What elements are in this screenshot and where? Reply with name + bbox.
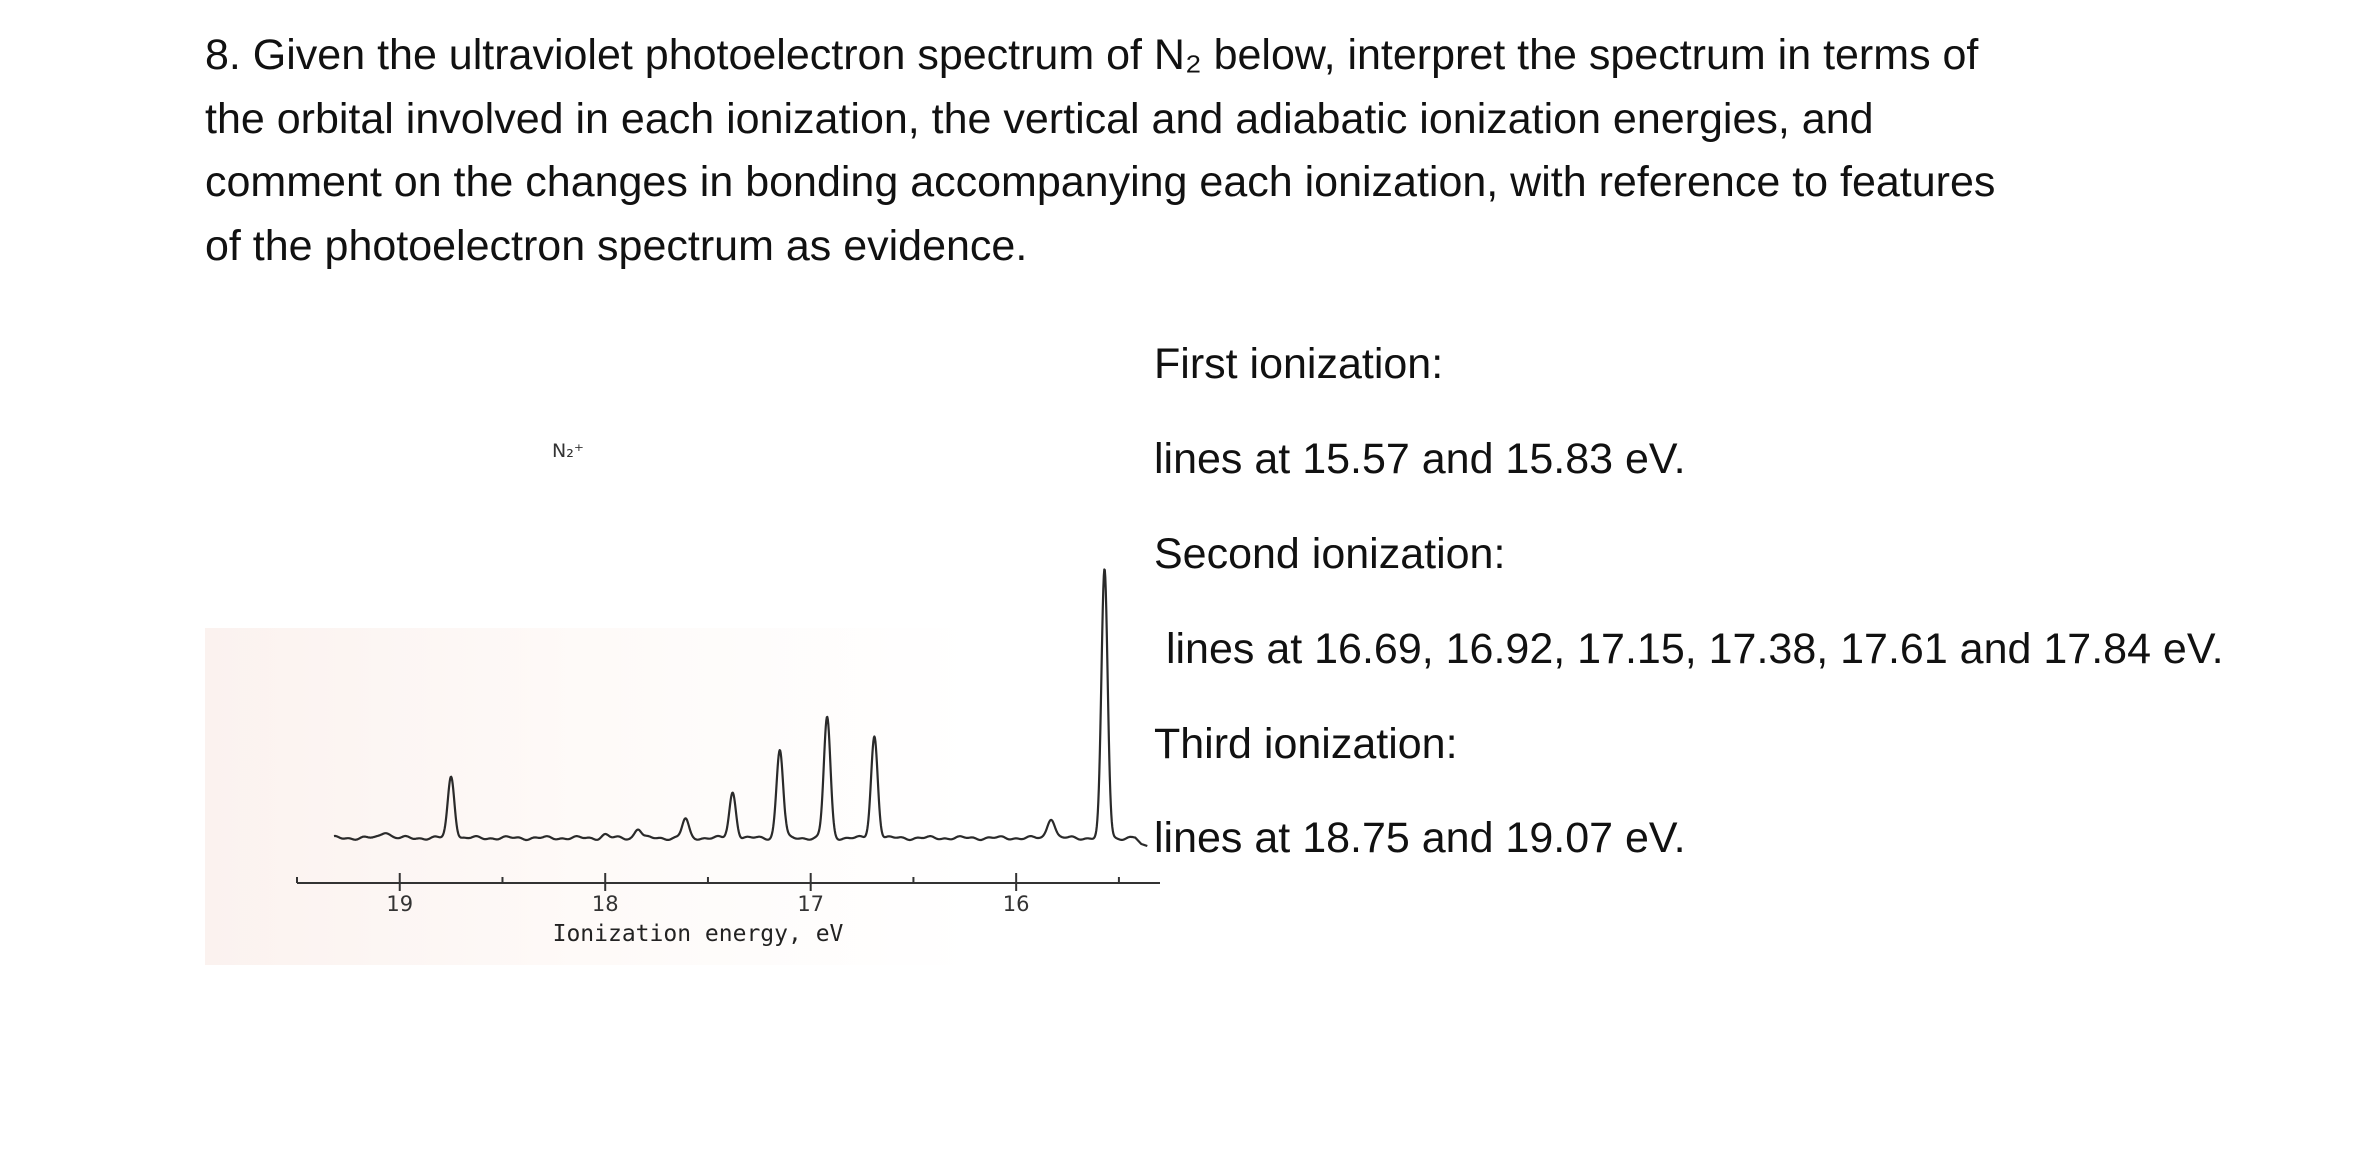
figure-background: [205, 628, 1165, 965]
spectrum-trace: [333, 568, 1148, 848]
question-text: 8. Given the ultraviolet photoelectron s…: [205, 24, 2205, 278]
first-ionization-heading: First ionization:: [1154, 340, 1444, 388]
x-axis-tick-label: 19: [386, 892, 413, 916]
third-ionization-heading: Third ionization:: [1154, 720, 1458, 768]
x-axis-ticks: [296, 873, 1120, 891]
species-label: N₂⁺: [552, 440, 584, 462]
x-axis-tick-label: 16: [1003, 892, 1030, 916]
x-axis-tick-labels: 19 18 17 16: [386, 892, 1029, 916]
question-line: 8. Given the ultraviolet photoelectron s…: [205, 31, 1979, 79]
third-ionization-lines: lines at 18.75 and 19.07 eV.: [1154, 814, 1686, 862]
second-ionization-heading: Second ionization:: [1154, 530, 1506, 578]
question-line: of the photoelectron spectrum as evidenc…: [205, 221, 1028, 270]
question-line: comment on the changes in bonding accomp…: [205, 158, 1996, 206]
first-ionization-lines: lines at 15.57 and 15.83 eV.: [1154, 435, 1686, 483]
question-line: the orbital involved in each ionization,…: [205, 94, 1874, 143]
x-axis-tick-label: 18: [592, 892, 619, 916]
second-ionization-lines: lines at 16.69, 16.92, 17.15, 17.38, 17.…: [1154, 625, 2224, 673]
x-axis-tick-label: 17: [797, 892, 824, 916]
pes-spectrum-figure: N₂⁺ 19 18 17 16 Ionization energy, eV: [205, 283, 1165, 965]
spectrum-plot: N₂⁺ 19 18 17 16 Ionization energy, eV: [296, 440, 1160, 947]
x-axis-label: Ionization energy, eV: [553, 921, 844, 947]
